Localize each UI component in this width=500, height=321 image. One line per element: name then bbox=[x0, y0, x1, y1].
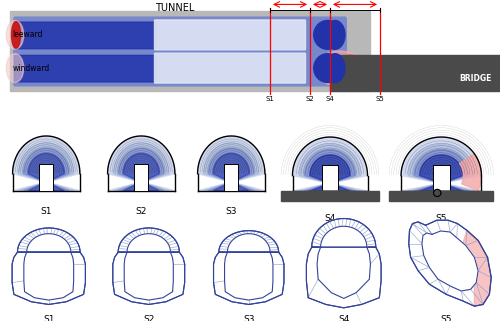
Text: TUNNEL: TUNNEL bbox=[156, 3, 194, 13]
Polygon shape bbox=[403, 139, 479, 191]
Polygon shape bbox=[108, 136, 175, 191]
Text: S2: S2 bbox=[306, 96, 314, 102]
Ellipse shape bbox=[325, 21, 345, 49]
Bar bbox=[281, 191, 379, 201]
Polygon shape bbox=[419, 191, 464, 201]
Polygon shape bbox=[294, 139, 366, 191]
Polygon shape bbox=[124, 234, 174, 300]
Polygon shape bbox=[24, 148, 69, 191]
Bar bbox=[322, 165, 338, 191]
Text: S1: S1 bbox=[43, 315, 54, 321]
Ellipse shape bbox=[315, 51, 365, 86]
Polygon shape bbox=[114, 143, 169, 191]
Polygon shape bbox=[304, 149, 356, 191]
Text: S5: S5 bbox=[440, 315, 452, 321]
FancyBboxPatch shape bbox=[14, 50, 346, 86]
Polygon shape bbox=[12, 228, 86, 304]
Polygon shape bbox=[460, 154, 481, 191]
Polygon shape bbox=[409, 220, 491, 306]
Polygon shape bbox=[422, 231, 478, 291]
Polygon shape bbox=[214, 231, 284, 304]
Polygon shape bbox=[299, 144, 361, 191]
Polygon shape bbox=[310, 191, 350, 201]
Text: S1: S1 bbox=[40, 207, 52, 216]
Polygon shape bbox=[113, 228, 184, 304]
Bar bbox=[330, 55, 500, 91]
Ellipse shape bbox=[314, 21, 341, 49]
Circle shape bbox=[435, 191, 440, 195]
Polygon shape bbox=[12, 136, 80, 191]
Ellipse shape bbox=[12, 22, 20, 48]
Ellipse shape bbox=[325, 54, 345, 82]
Polygon shape bbox=[14, 138, 78, 191]
Polygon shape bbox=[28, 153, 64, 191]
Bar bbox=[10, 11, 370, 91]
Text: S3: S3 bbox=[243, 315, 254, 321]
Text: S5: S5 bbox=[376, 96, 384, 102]
Polygon shape bbox=[310, 155, 350, 191]
Polygon shape bbox=[420, 155, 463, 191]
Text: S5: S5 bbox=[436, 214, 447, 223]
Text: S3: S3 bbox=[226, 207, 237, 216]
Polygon shape bbox=[408, 144, 474, 191]
Text: S4: S4 bbox=[338, 315, 349, 321]
Polygon shape bbox=[18, 143, 74, 191]
Circle shape bbox=[434, 189, 441, 196]
Polygon shape bbox=[198, 136, 265, 191]
Bar bbox=[224, 164, 238, 191]
Ellipse shape bbox=[314, 54, 341, 82]
Polygon shape bbox=[450, 230, 491, 306]
Polygon shape bbox=[208, 148, 254, 191]
Polygon shape bbox=[118, 148, 164, 191]
Polygon shape bbox=[204, 143, 259, 191]
Polygon shape bbox=[123, 153, 160, 191]
Text: S1: S1 bbox=[266, 96, 274, 102]
FancyBboxPatch shape bbox=[154, 53, 306, 83]
FancyBboxPatch shape bbox=[14, 22, 156, 49]
Polygon shape bbox=[213, 153, 250, 191]
Ellipse shape bbox=[6, 21, 24, 49]
Polygon shape bbox=[24, 234, 74, 300]
Polygon shape bbox=[317, 226, 370, 299]
Polygon shape bbox=[200, 138, 263, 191]
Polygon shape bbox=[292, 137, 368, 191]
Text: S4: S4 bbox=[326, 96, 334, 102]
Bar bbox=[433, 165, 450, 191]
Polygon shape bbox=[224, 234, 273, 300]
Text: BRIDGE: BRIDGE bbox=[459, 74, 491, 83]
Bar bbox=[134, 164, 148, 191]
Text: S2: S2 bbox=[136, 207, 147, 216]
Ellipse shape bbox=[328, 55, 372, 86]
Ellipse shape bbox=[6, 54, 24, 82]
FancyBboxPatch shape bbox=[14, 17, 346, 53]
Polygon shape bbox=[414, 149, 469, 191]
Text: leeward: leeward bbox=[12, 30, 43, 39]
Text: S2: S2 bbox=[143, 315, 154, 321]
FancyBboxPatch shape bbox=[14, 55, 156, 82]
Bar bbox=[39, 164, 54, 191]
Text: windward: windward bbox=[12, 64, 50, 73]
Bar bbox=[389, 191, 494, 201]
FancyBboxPatch shape bbox=[154, 20, 306, 50]
Polygon shape bbox=[306, 219, 381, 308]
Polygon shape bbox=[110, 138, 173, 191]
Text: S4: S4 bbox=[324, 214, 336, 223]
Polygon shape bbox=[401, 137, 481, 191]
